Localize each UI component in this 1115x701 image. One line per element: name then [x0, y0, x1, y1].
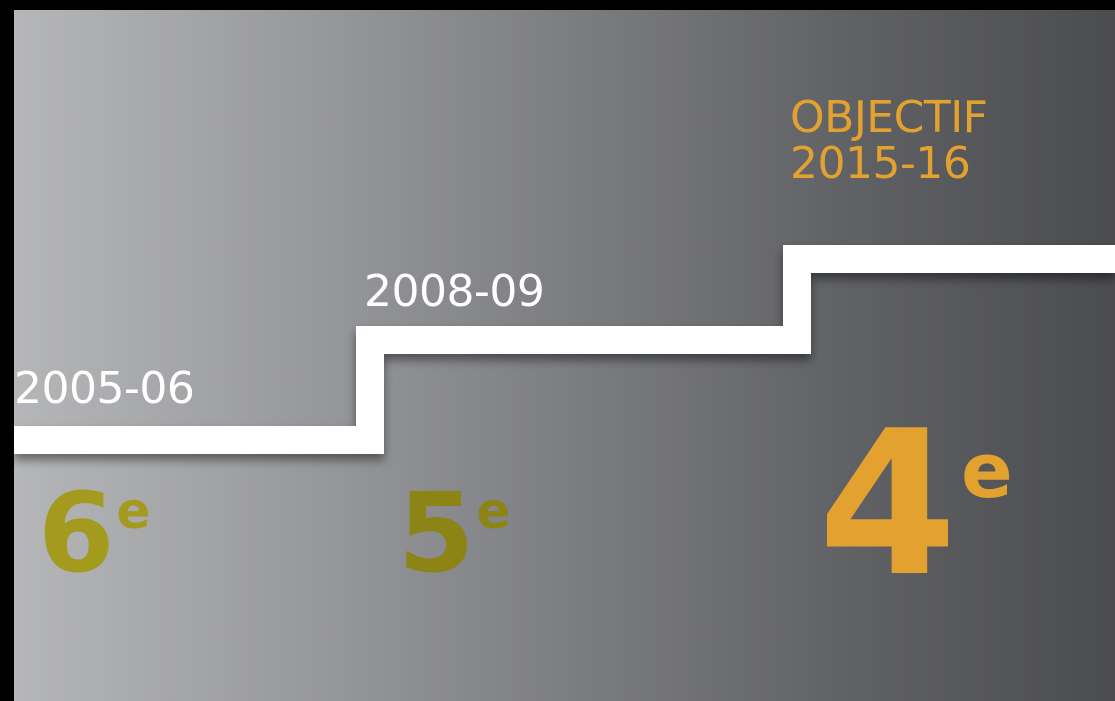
grade-suffix: e	[961, 426, 1013, 515]
grade-number: 5	[398, 469, 475, 597]
objectif-year: 2015-16	[790, 138, 971, 190]
grade-suffix: e	[116, 482, 151, 540]
objectif-title: OBJECTIF	[790, 92, 988, 143]
stair-step-line	[14, 245, 1115, 454]
gradient-background	[14, 10, 1115, 701]
objectif-block: OBJECTIF 2015-16	[790, 92, 988, 190]
year-label-2005: 2005-06	[14, 363, 195, 414]
grade-6e: 6e	[38, 478, 150, 588]
grade-5e: 5e	[398, 478, 510, 588]
grade-suffix: e	[476, 482, 511, 540]
grade-number: 6	[38, 469, 115, 597]
grade-4e: 4e	[818, 405, 1013, 605]
grade-number: 4	[818, 388, 958, 621]
year-label-2008: 2008-09	[364, 266, 545, 317]
